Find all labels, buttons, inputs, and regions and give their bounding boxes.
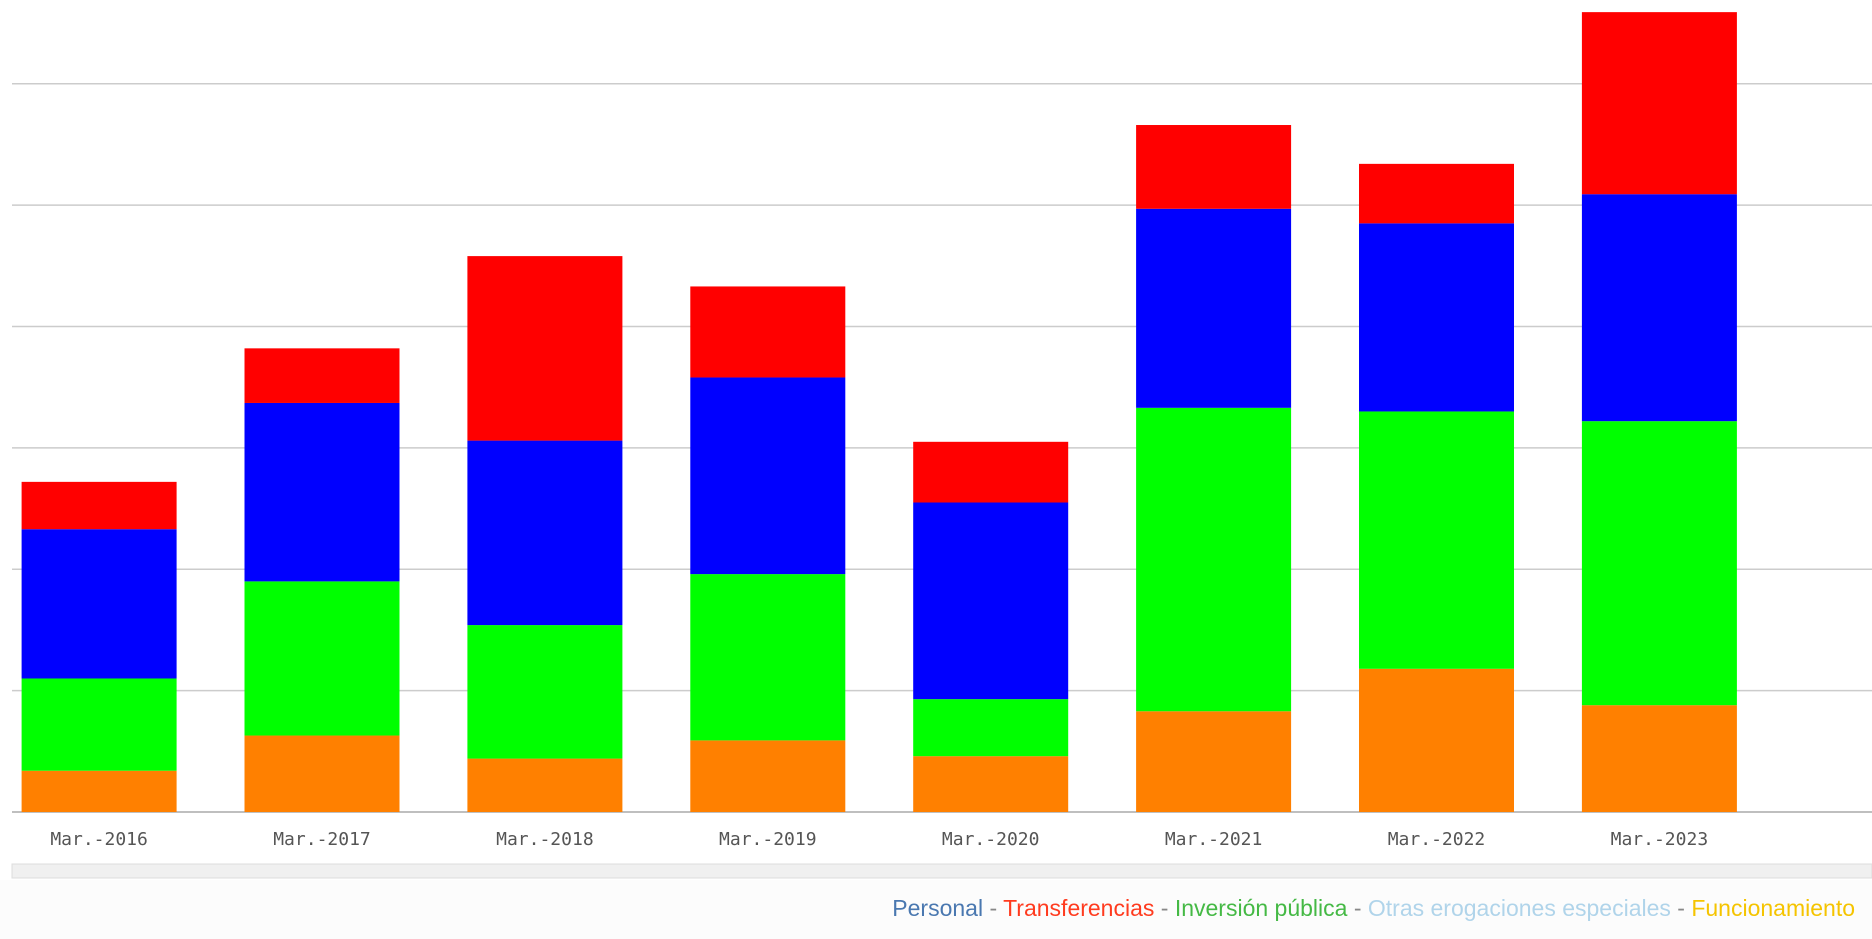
x-tick-label: Mar.-2019 xyxy=(719,829,817,850)
bar-segment xyxy=(244,402,400,582)
x-tick-label: Mar.-2022 xyxy=(1388,829,1486,850)
legend-entry: Otras erogaciones especiales xyxy=(1368,895,1671,921)
legend-entry: Transferencias xyxy=(1003,895,1154,921)
legend-area xyxy=(0,880,1872,939)
bar-segment xyxy=(21,529,177,679)
bar-segment xyxy=(1136,208,1292,408)
legend-entry: Funcionamiento xyxy=(1691,895,1855,921)
bar-segment xyxy=(1136,711,1292,812)
bar-segment xyxy=(913,502,1069,700)
x-tick-label: Mar.-2018 xyxy=(496,829,594,850)
x-tick-label: Mar.-2020 xyxy=(942,829,1040,850)
bar-segment xyxy=(244,735,400,812)
legend: Personal - Transferencias - Inversión pú… xyxy=(892,895,1855,921)
bar-segment xyxy=(1136,125,1292,209)
bar-segment xyxy=(913,699,1069,757)
bar-segment xyxy=(1581,194,1737,422)
bar-segment xyxy=(690,377,846,575)
x-tick-label: Mar.-2017 xyxy=(273,829,371,850)
bar-segment xyxy=(467,440,623,626)
bar-segment xyxy=(467,256,623,441)
bar-segment xyxy=(913,756,1069,812)
bar-segment xyxy=(690,286,846,378)
bar-segment xyxy=(244,348,400,403)
legend-separator: - xyxy=(983,895,1003,921)
bar-segment xyxy=(690,740,846,812)
bar-segment xyxy=(1136,407,1292,712)
bar-segment xyxy=(690,574,846,741)
legend-separator: - xyxy=(1154,895,1174,921)
bar-segment xyxy=(1359,411,1514,669)
bar-segment xyxy=(913,441,1069,503)
bar-segment xyxy=(1359,223,1514,412)
bar-segment xyxy=(244,581,400,736)
bar-segment xyxy=(21,770,177,812)
bar-segment xyxy=(467,758,623,812)
bar-segment xyxy=(1359,163,1514,224)
bar-segment xyxy=(1581,705,1737,812)
scrollbar[interactable] xyxy=(11,863,1872,879)
legend-separator: - xyxy=(1671,895,1691,921)
legend-entry: Personal xyxy=(892,895,983,921)
bar-segment xyxy=(467,625,623,759)
bar-segment xyxy=(1581,12,1737,195)
bar-segment xyxy=(21,481,177,530)
legend-entry: Inversión pública xyxy=(1175,895,1348,921)
bar-segment xyxy=(21,678,177,771)
x-tick-label: Mar.-2023 xyxy=(1611,829,1709,850)
bar-segment xyxy=(1359,668,1514,812)
bar-segment xyxy=(1581,421,1737,706)
legend-separator: - xyxy=(1347,895,1367,921)
x-tick-label: Mar.-2016 xyxy=(50,829,148,850)
x-tick-label: Mar.-2021 xyxy=(1165,829,1263,850)
